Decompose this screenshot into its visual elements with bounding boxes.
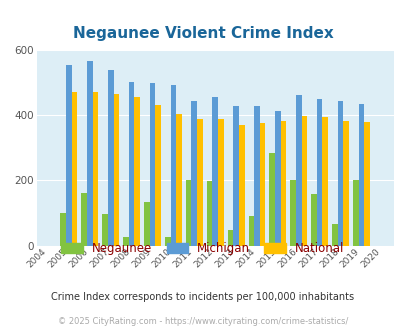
Bar [123, 237, 128, 246]
Bar [280, 120, 286, 246]
Bar [149, 83, 155, 246]
Bar [343, 120, 348, 246]
Bar [144, 202, 149, 246]
Bar [248, 216, 254, 246]
Bar [72, 92, 77, 246]
Bar [102, 214, 108, 246]
Bar [316, 99, 322, 246]
Text: Negaunee Violent Crime Index: Negaunee Violent Crime Index [72, 26, 333, 41]
Bar [259, 123, 265, 246]
Bar [164, 237, 170, 246]
Bar [176, 114, 181, 246]
Bar [227, 230, 233, 246]
Bar [81, 192, 87, 246]
Bar [295, 95, 301, 246]
Bar [331, 224, 337, 246]
Text: © 2025 CityRating.com - https://www.cityrating.com/crime-statistics/: © 2025 CityRating.com - https://www.city… [58, 317, 347, 326]
Bar [217, 119, 223, 246]
Bar [155, 106, 160, 246]
Bar [274, 111, 280, 246]
Bar [87, 61, 92, 246]
Bar [212, 97, 217, 246]
Bar [170, 85, 176, 246]
Bar [134, 97, 140, 246]
Bar [238, 125, 244, 246]
Bar [352, 181, 358, 246]
Bar [128, 82, 134, 246]
Bar [185, 180, 191, 246]
Bar [108, 70, 113, 246]
Bar [269, 153, 274, 246]
Bar [322, 116, 327, 246]
Bar [363, 122, 369, 246]
Bar [358, 104, 363, 246]
Bar [196, 119, 202, 246]
Bar [191, 101, 196, 246]
Bar [113, 94, 119, 246]
Bar [254, 106, 259, 246]
Bar [310, 194, 316, 246]
Bar [66, 65, 72, 246]
Bar [206, 182, 212, 246]
Bar [301, 116, 307, 246]
Bar [233, 106, 238, 246]
Bar [92, 92, 98, 246]
Legend: Negaunee, Michigan, National: Negaunee, Michigan, National [57, 237, 348, 260]
Text: Crime Index corresponds to incidents per 100,000 inhabitants: Crime Index corresponds to incidents per… [51, 292, 354, 302]
Bar [60, 213, 66, 246]
Bar [337, 101, 343, 246]
Bar [290, 180, 295, 246]
